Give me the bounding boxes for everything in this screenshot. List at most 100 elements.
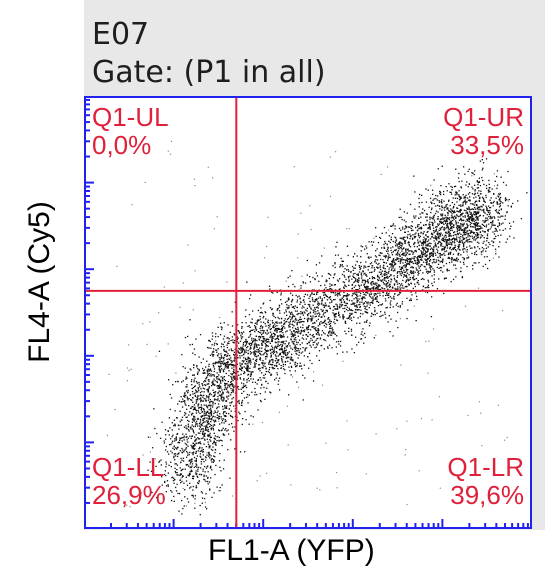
data-point (354, 293, 356, 295)
data-point (171, 440, 174, 442)
data-point (361, 279, 364, 281)
data-point (389, 285, 391, 288)
data-point (309, 295, 311, 298)
data-point (285, 321, 287, 323)
data-point (445, 262, 448, 265)
data-point (467, 215, 469, 217)
data-point (209, 413, 211, 415)
data-point (218, 394, 220, 396)
data-point (216, 440, 218, 442)
data-point (168, 464, 170, 466)
data-point (318, 312, 320, 314)
data-point (440, 244, 442, 246)
data-point (449, 235, 451, 237)
data-point (254, 339, 257, 341)
data-point (419, 259, 421, 261)
data-point (367, 280, 369, 282)
data-point (364, 332, 366, 335)
data-point (328, 344, 331, 346)
data-point (179, 437, 181, 439)
data-point (249, 367, 251, 369)
data-point (187, 419, 189, 422)
data-point (204, 456, 207, 458)
data-point (195, 401, 198, 403)
data-point (344, 276, 346, 278)
data-point (419, 235, 421, 237)
data-point (201, 492, 204, 494)
data-point (469, 209, 471, 211)
data-point (460, 226, 462, 228)
data-point (284, 364, 286, 366)
data-point (286, 345, 289, 347)
data-point (275, 321, 277, 323)
data-point (271, 339, 273, 341)
data-point (443, 217, 446, 219)
data-point (429, 245, 431, 247)
data-point (469, 232, 471, 234)
data-point (419, 256, 421, 258)
data-point (384, 273, 386, 275)
data-point (430, 208, 433, 211)
data-point (247, 366, 249, 368)
data-point (441, 221, 443, 223)
data-point (203, 372, 205, 374)
data-point (482, 265, 484, 268)
data-point (199, 406, 201, 408)
data-point (398, 227, 401, 230)
data-point (404, 286, 407, 288)
data-point (426, 216, 428, 218)
data-point (339, 306, 341, 308)
data-point (195, 450, 197, 453)
data-point (180, 437, 183, 439)
data-point (316, 355, 318, 357)
data-point (354, 302, 356, 304)
data-point (499, 198, 501, 200)
data-point (456, 192, 458, 194)
data-point (194, 443, 196, 445)
data-point (271, 351, 273, 353)
data-point (250, 346, 252, 349)
data-point (451, 217, 453, 219)
data-point (467, 186, 469, 188)
data-point (429, 225, 431, 228)
data-point (456, 233, 459, 235)
data-point (358, 287, 361, 289)
data-point (401, 267, 403, 269)
data-point (399, 237, 401, 239)
data-point (453, 224, 455, 226)
data-point (347, 254, 349, 257)
data-point (405, 280, 407, 282)
data-point (190, 470, 192, 473)
data-point (358, 271, 361, 273)
data-point (448, 183, 450, 185)
data-point (240, 349, 242, 351)
data-point (478, 262, 480, 264)
data-point (444, 206, 446, 208)
data-point (446, 270, 449, 272)
data-point (288, 307, 290, 309)
data-point (459, 244, 461, 246)
data-point (272, 361, 274, 364)
data-point (502, 202, 504, 204)
data-point (212, 459, 215, 461)
data-point (246, 368, 248, 370)
data-point (239, 355, 241, 357)
data-point (449, 217, 451, 219)
data-point (228, 370, 230, 372)
data-point (323, 324, 325, 327)
data-point (294, 347, 296, 349)
data-point (219, 359, 221, 361)
data-point (262, 337, 265, 340)
data-point (218, 416, 221, 418)
data-point (384, 268, 386, 270)
data-point (364, 310, 366, 313)
data-point (452, 253, 455, 255)
data-point (486, 207, 488, 209)
data-point (164, 470, 166, 472)
data-point (231, 367, 233, 369)
data-point (233, 333, 235, 335)
data-point (361, 296, 364, 298)
data-point (391, 286, 394, 288)
data-point (246, 366, 248, 368)
data-point (351, 300, 353, 302)
